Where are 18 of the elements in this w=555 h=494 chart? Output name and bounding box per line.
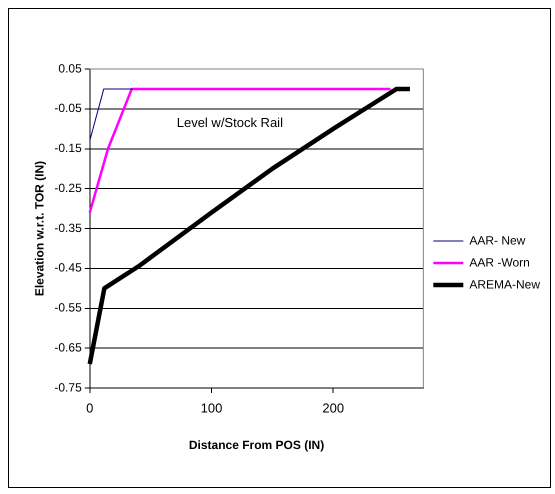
- y-tick-label: -0.55: [54, 300, 82, 315]
- y-tick-label: -0.25: [54, 180, 82, 195]
- y-tick-label: -0.35: [54, 220, 82, 235]
- y-axis-title: Elevation w.r.t. TOR (IN): [32, 160, 47, 296]
- legend-label: AAR -Worn: [469, 255, 530, 270]
- annotation: Level w/Stock Rail: [176, 114, 284, 130]
- x-tick-label: 100: [200, 400, 222, 416]
- y-tick-label: -0.15: [54, 141, 82, 156]
- legend-label: AREMA-New: [469, 277, 540, 292]
- y-tick-label: -0.65: [54, 340, 82, 354]
- x-tick-label: 200: [322, 400, 344, 416]
- legend-label: AAR- New: [469, 233, 526, 248]
- y-tick-label: -0.75: [54, 380, 82, 394]
- y-tick-label: 0.05: [58, 61, 82, 76]
- x-axis-title: Distance From POS (IN): [188, 438, 324, 452]
- y-tick-label: -0.05: [54, 101, 82, 116]
- y-tick-label: -0.45: [54, 260, 82, 275]
- x-tick-label: 0: [86, 400, 94, 416]
